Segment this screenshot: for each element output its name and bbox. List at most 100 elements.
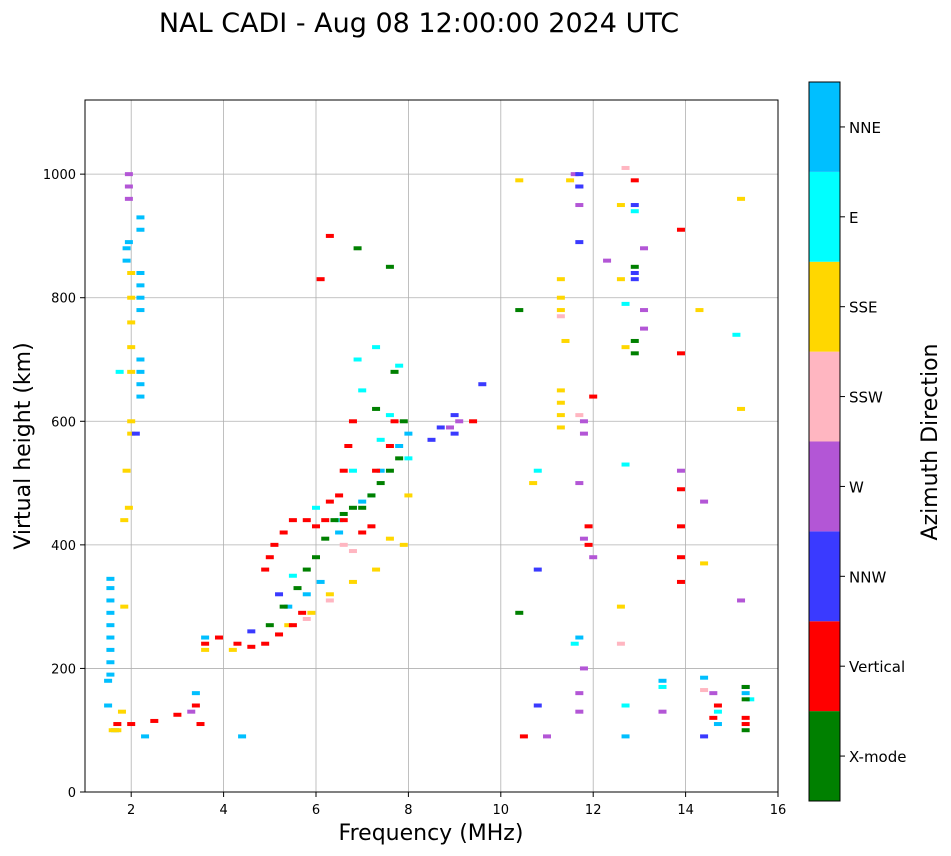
data-point: [616, 203, 625, 208]
data-point: [106, 586, 115, 591]
data-point: [385, 536, 394, 541]
data-point: [372, 468, 381, 473]
data-point: [124, 240, 133, 245]
data-point: [321, 518, 330, 523]
data-point: [395, 363, 404, 368]
data-point: [106, 623, 115, 628]
data-point: [127, 345, 136, 350]
data-point: [104, 703, 113, 708]
data-point: [556, 308, 565, 313]
data-point: [113, 728, 122, 733]
data-point: [469, 419, 478, 424]
data-point: [376, 468, 385, 473]
data-point: [579, 431, 588, 436]
data-point: [339, 518, 348, 523]
data-point: [566, 178, 575, 183]
data-point: [127, 295, 136, 300]
data-point: [640, 246, 649, 251]
x-tick-label: 8: [404, 803, 412, 818]
data-point: [399, 542, 408, 547]
plot-frame: [84, 99, 779, 793]
data-point: [302, 518, 311, 523]
data-point: [348, 549, 357, 554]
data-point: [372, 345, 381, 350]
data-point: [191, 691, 200, 696]
colorbar-segment: [809, 621, 840, 712]
data-point: [676, 524, 685, 529]
data-point: [348, 505, 357, 510]
data-point: [228, 647, 237, 652]
x-axis-label: Frequency (MHz): [339, 821, 524, 846]
data-point: [124, 172, 133, 177]
data-point: [339, 542, 348, 547]
data-point: [533, 468, 542, 473]
data-point: [621, 734, 630, 739]
data-points: [104, 165, 755, 739]
data-point: [279, 530, 288, 535]
colorbar-segment: [809, 261, 840, 352]
data-point: [385, 413, 394, 418]
data-point: [358, 530, 367, 535]
data-point: [630, 209, 639, 214]
y-tick-label: 1000: [43, 168, 76, 183]
data-point: [275, 632, 284, 637]
data-point: [106, 610, 115, 615]
data-point: [737, 406, 746, 411]
data-point: [339, 468, 348, 473]
data-point: [106, 576, 115, 581]
data-point: [529, 481, 538, 486]
data-point: [658, 684, 667, 689]
data-point: [630, 338, 639, 343]
data-point: [201, 647, 210, 652]
series-w: [124, 172, 746, 739]
data-point: [519, 734, 528, 739]
data-point: [104, 678, 113, 683]
data-point: [390, 369, 399, 374]
data-point: [265, 555, 274, 560]
data-point: [404, 431, 413, 436]
data-point: [284, 623, 293, 628]
data-point: [127, 369, 136, 374]
data-point: [131, 431, 140, 436]
data-point: [187, 709, 196, 714]
data-point: [136, 394, 145, 399]
data-point: [325, 598, 334, 603]
data-point: [279, 604, 288, 609]
data-point: [288, 573, 297, 578]
colorbar-tick-label: X-mode: [849, 748, 906, 766]
data-point: [353, 246, 362, 251]
data-point: [575, 413, 584, 418]
data-point: [556, 400, 565, 405]
data-point: [316, 277, 325, 282]
data-point: [173, 712, 182, 717]
data-point: [676, 468, 685, 473]
data-point: [325, 592, 334, 597]
data-point: [709, 691, 718, 696]
data-point: [616, 277, 625, 282]
data-point: [376, 437, 385, 442]
data-point: [325, 499, 334, 504]
data-point: [191, 703, 200, 708]
data-point: [270, 542, 279, 547]
data-point: [298, 610, 307, 615]
data-point: [344, 444, 353, 448]
data-point: [261, 641, 270, 646]
data-point: [575, 172, 584, 177]
data-point: [395, 444, 404, 448]
data-point: [385, 264, 394, 269]
data-point: [115, 369, 124, 374]
data-point: [732, 332, 741, 337]
colorbar-tick-label: NNW: [849, 568, 886, 586]
data-point: [136, 283, 145, 288]
data-point: [603, 258, 612, 263]
y-tick-label: 800: [51, 292, 76, 307]
data-point: [713, 709, 722, 714]
data-point: [404, 493, 413, 498]
data-point: [284, 604, 293, 609]
data-point: [676, 555, 685, 560]
data-point: [700, 499, 709, 504]
data-point: [676, 351, 685, 356]
data-point: [746, 697, 755, 702]
data-point: [700, 688, 709, 693]
data-point: [247, 644, 256, 649]
